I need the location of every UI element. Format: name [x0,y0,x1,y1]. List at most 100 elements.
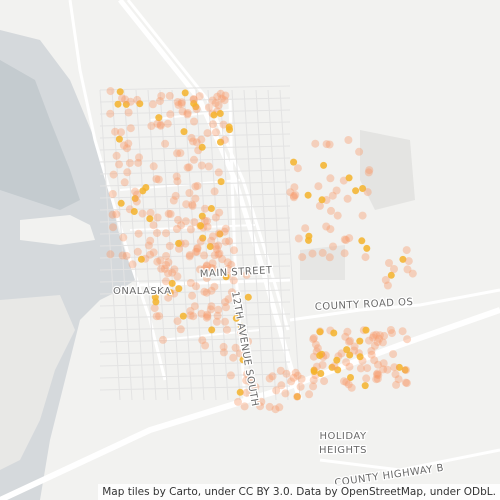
incident-dot [199,234,207,242]
incident-dot [378,338,387,347]
incident-dot [142,184,150,191]
incident-dot [174,100,183,109]
incident-dot [256,402,265,411]
incident-dot [347,383,356,392]
incident-dot [109,223,117,232]
incident-dot [118,251,127,260]
incident-dot [356,364,365,373]
incident-dot [192,138,201,147]
incident-dot [333,356,341,364]
incident-dot [257,397,266,406]
incident-dot [172,172,181,181]
incident-dot [309,376,318,385]
incident-dot [217,138,224,146]
incident-dot [320,161,328,169]
incident-dot [291,368,300,377]
incident-dot [160,264,169,273]
incident-dot [345,337,353,346]
incident-dot [373,369,382,378]
incident-dot [169,196,178,205]
incident-dot [148,100,157,109]
incident-dot [287,377,296,386]
incident-dot [175,244,183,253]
street [207,89,229,401]
incident-dot [161,139,170,148]
incident-dot [341,332,350,341]
incident-dot [268,372,277,381]
incident-dot [286,188,295,197]
incident-dot [290,158,298,166]
incident-dot [237,322,245,330]
incident-dot [156,120,165,129]
incident-dot [172,224,181,233]
incident-dot [231,343,240,352]
incident-dot [146,250,155,259]
incident-dot [399,255,407,263]
incident-dot [171,191,180,200]
incident-dot [152,298,160,306]
incident-dot [133,247,142,256]
city-label: ONALASKA [113,286,171,297]
incident-dot [214,241,223,250]
incident-dot [332,186,341,195]
incident-dot [275,403,284,412]
incident-dot [170,289,179,298]
incident-dot [342,358,351,367]
incident-dot [388,329,396,338]
incident-dot [108,210,117,219]
incident-dot [214,305,223,314]
street [267,89,289,401]
incident-dot [219,348,228,357]
incident-dot [132,197,141,206]
incident-dot [282,369,291,378]
incident-dot [309,335,318,344]
incident-dot [214,250,223,259]
incident-dot [221,224,230,233]
incident-dot [202,274,211,282]
incident-dot [344,136,353,144]
incident-dot [322,140,331,149]
incident-dot [211,99,220,108]
incident-dot [326,174,335,183]
incident-dot [209,264,218,273]
incident-dot [404,257,413,266]
incident-dot [208,326,216,334]
incident-dot [131,187,140,196]
incident-dot [186,225,195,234]
street [99,253,291,259]
incident-dot [223,258,232,267]
incident-dot [361,253,370,262]
incident-dot [244,293,252,301]
incident-dot [213,311,222,320]
incident-dot [153,213,162,222]
incident-dot [216,110,224,117]
incident-dot [196,237,205,246]
incident-dot [168,268,177,277]
incident-dot [315,201,324,210]
incident-dot [345,174,353,182]
incident-dot [305,390,314,399]
incident-dot [133,190,141,199]
incident-dot [402,366,410,374]
incident-dot [191,194,200,203]
incident-dot [197,222,205,230]
incident-dot [162,261,171,269]
incident-dot [318,361,327,369]
incident-dot [157,92,166,100]
incident-dot [186,279,195,287]
incident-dot [133,95,142,104]
incident-dot [196,265,204,274]
incident-dot [215,208,224,217]
incident-dot [209,120,217,129]
incident-dot [363,364,372,373]
incident-dot [372,330,381,339]
incident-dot [242,388,251,397]
incident-dot [106,87,115,96]
incident-dot [225,123,233,131]
incident-dot [119,141,128,150]
incident-dot [192,247,201,256]
street [99,109,291,115]
incident-dot [358,237,366,245]
incident-dot [164,293,173,302]
incident-dot [222,273,230,281]
